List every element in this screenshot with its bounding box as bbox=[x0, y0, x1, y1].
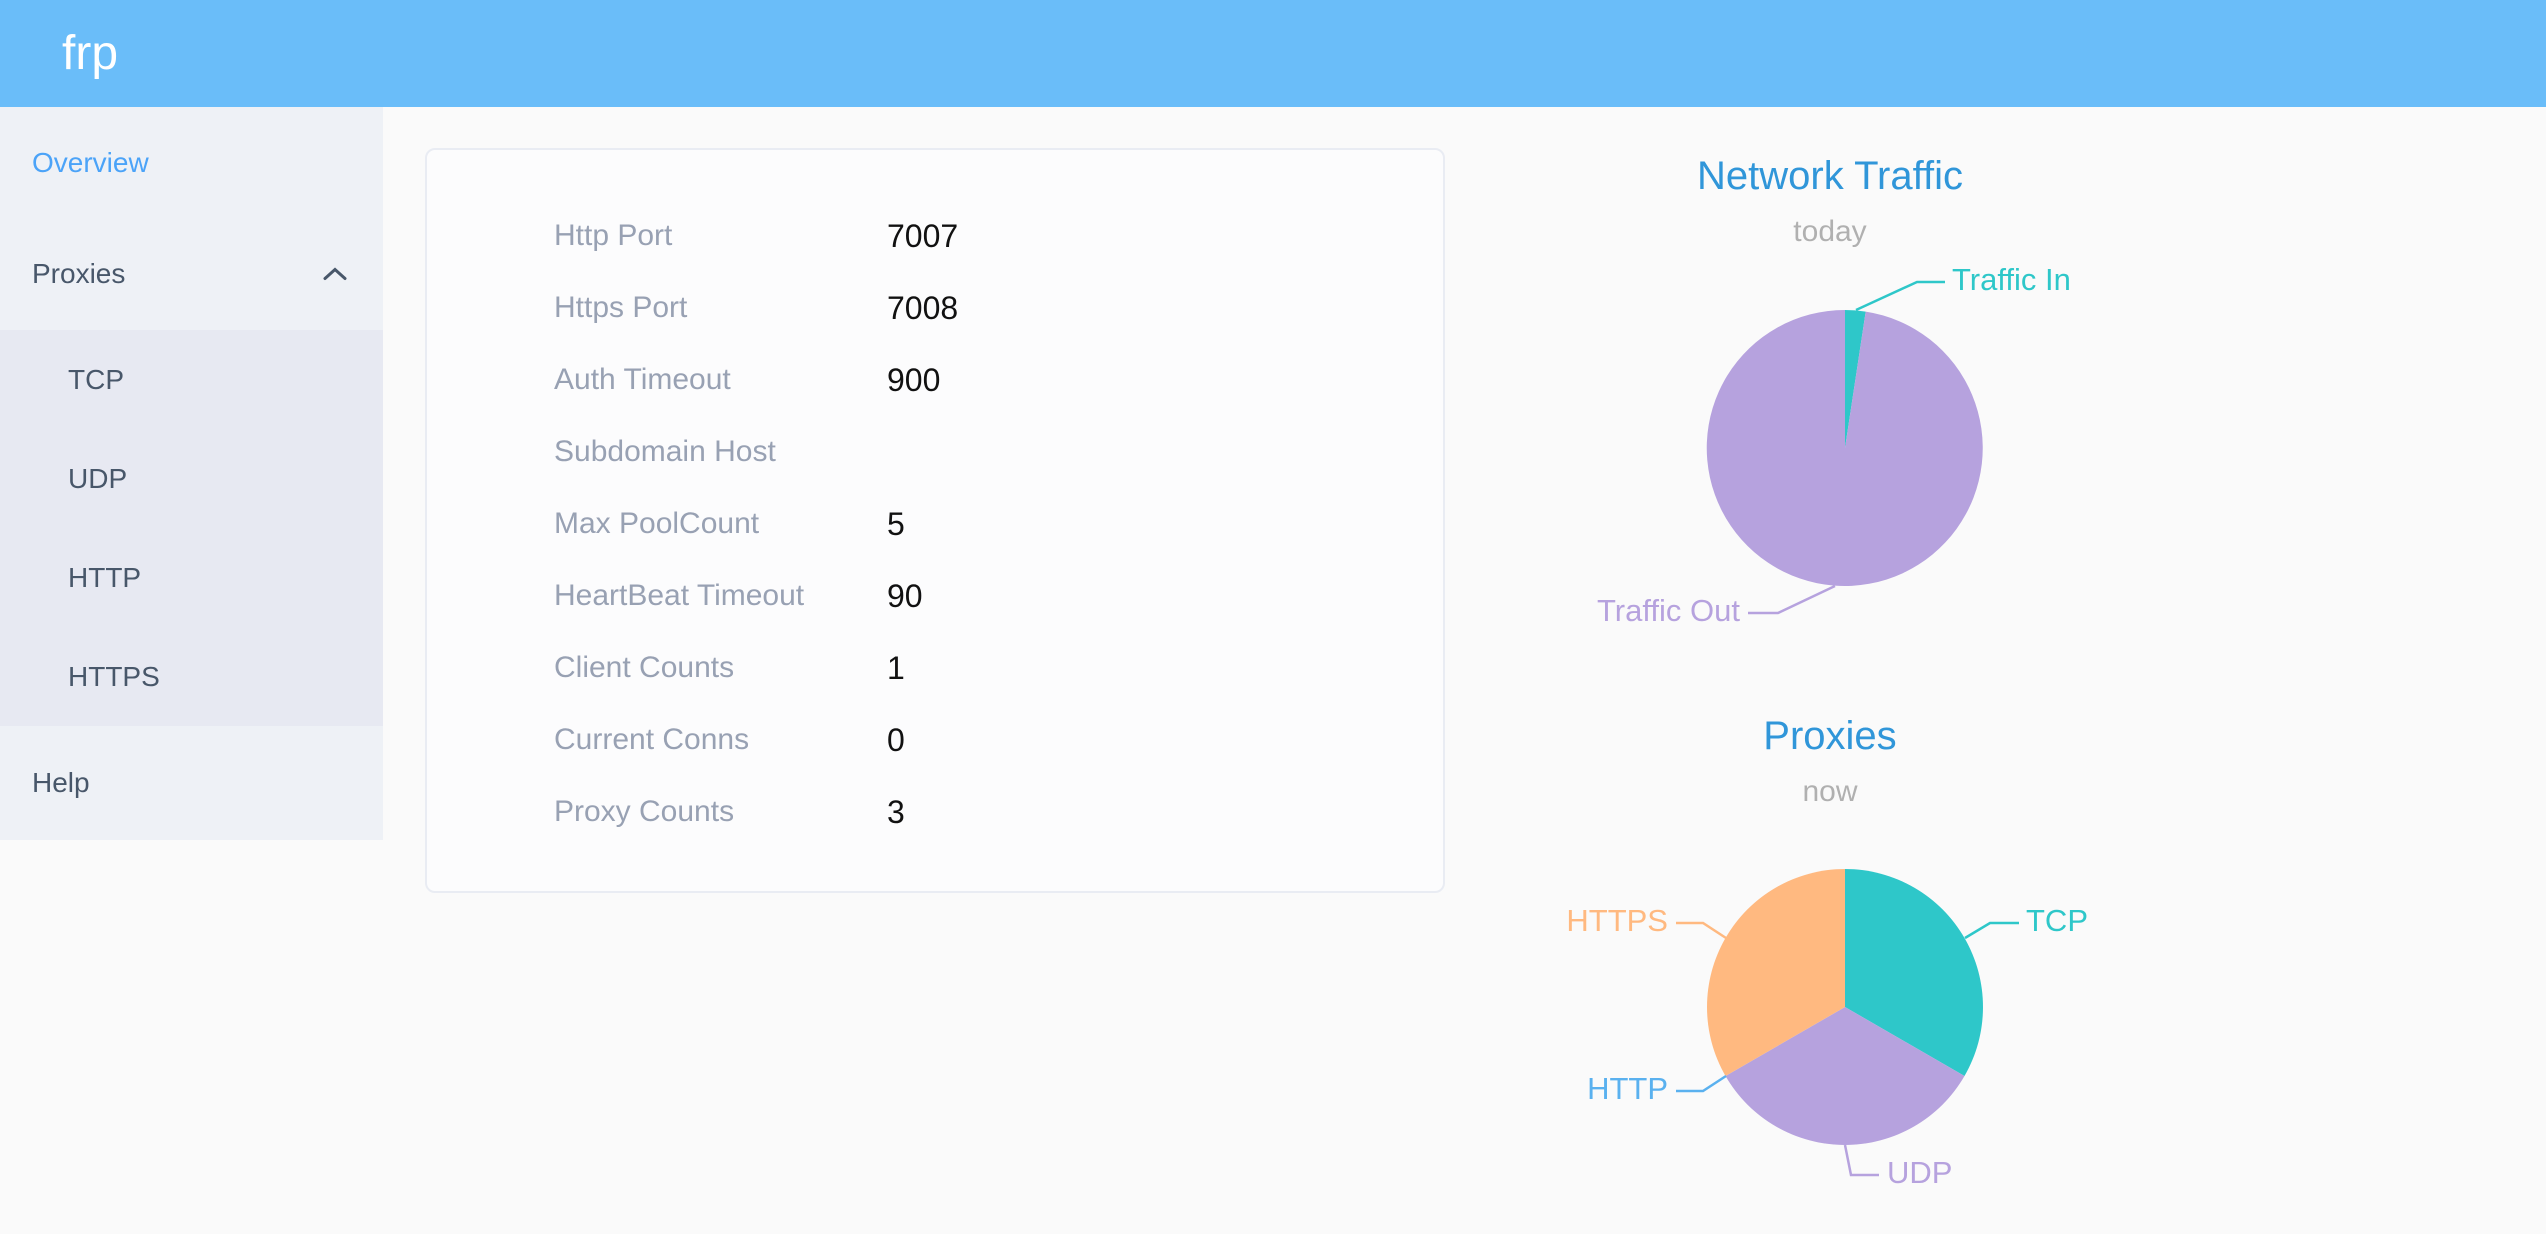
pie-label-leader bbox=[1964, 921, 2019, 940]
pie-label-leader bbox=[1855, 280, 1945, 312]
pie-label-leader bbox=[1843, 1144, 1879, 1177]
pie-slice-https[interactable] bbox=[1707, 869, 1845, 1076]
app-logo: frp bbox=[62, 27, 119, 80]
pie-label-tcp: TCP bbox=[2026, 903, 2088, 938]
chevron-up-icon bbox=[323, 267, 347, 281]
server-info-rows: Http Port 7007 Https Port 7008 Auth Timeout 9… bbox=[427, 150, 1443, 848]
info-row: HeartBeat Timeout 90 bbox=[427, 560, 1443, 632]
sidebar-item-proxies[interactable]: Proxies bbox=[0, 218, 383, 330]
pie-slice-traffic-in[interactable] bbox=[1845, 310, 1866, 448]
sidebar-item-udp[interactable]: UDP bbox=[68, 462, 128, 494]
network-traffic-pie[interactable]: Traffic In Traffic Out bbox=[1510, 140, 2150, 700]
sidebar-item-label: Overview bbox=[32, 146, 149, 178]
pie-label-traffic-in: Traffic In bbox=[1952, 262, 2071, 297]
sidebar-item-https[interactable]: HTTPS bbox=[68, 660, 160, 692]
sidebar: Overview Proxies TCP UDP HTTP HTTPS Help bbox=[0, 107, 383, 840]
sidebar-item-label: Proxies bbox=[32, 258, 126, 289]
pie-label-udp: UDP bbox=[1887, 1155, 1952, 1190]
info-row-label: HeartBeat Timeout bbox=[554, 579, 805, 612]
info-row-value: 3 bbox=[887, 793, 905, 830]
info-row-label: Https Port bbox=[554, 291, 688, 324]
sidebar-item-label: Help bbox=[32, 767, 90, 798]
app-header: frp bbox=[0, 0, 2546, 107]
info-row-value: 7007 bbox=[887, 217, 959, 254]
info-row-value: 90 bbox=[887, 577, 923, 614]
info-row-label: Current Conns bbox=[554, 723, 750, 756]
pie-slice-tcp[interactable] bbox=[1845, 869, 1983, 1076]
pie-label-leader bbox=[1676, 921, 1727, 940]
info-row-label: Http Port bbox=[554, 219, 673, 252]
chart-title: Network Traffic bbox=[1697, 154, 1963, 198]
info-row: Subdomain Host bbox=[427, 416, 1443, 488]
proxies-chart: Proxies now TCP UDP HTTP HTTPS bbox=[1510, 700, 2150, 1234]
info-row: Https Port 7008 bbox=[427, 272, 1443, 344]
info-row: Proxy Counts 3 bbox=[427, 776, 1443, 848]
pie-label-leader bbox=[1676, 1074, 1727, 1093]
pie-label-https: HTTPS bbox=[1566, 903, 1668, 938]
info-row-value: 0 bbox=[887, 721, 905, 758]
info-row-label: Client Counts bbox=[554, 651, 735, 684]
chart-title: Proxies bbox=[1763, 714, 1897, 758]
info-row-label: Max PoolCount bbox=[554, 507, 760, 540]
server-info-card: Http Port 7007 Https Port 7008 Auth Timeout 9… bbox=[425, 148, 1445, 893]
pie-label-leader bbox=[1748, 584, 1836, 615]
sidebar-item-help[interactable]: Help bbox=[0, 726, 383, 840]
info-row: Current Conns 0 bbox=[427, 704, 1443, 776]
sidebar-item-tcp[interactable]: TCP bbox=[68, 363, 124, 395]
info-row-label: Subdomain Host bbox=[554, 435, 776, 468]
sidebar-item-http[interactable]: HTTP bbox=[68, 561, 142, 593]
chart-subtitle: today bbox=[1793, 215, 1867, 248]
info-row-label: Auth Timeout bbox=[554, 363, 731, 396]
pie-slice-traffic-out[interactable] bbox=[1706, 309, 1983, 586]
sidebar-item-overview[interactable]: Overview bbox=[0, 107, 383, 218]
pie-label-traffic-out: Traffic Out bbox=[1597, 593, 1740, 628]
info-row-value: 7008 bbox=[887, 289, 959, 326]
info-row: Client Counts 1 bbox=[427, 632, 1443, 704]
info-row-label: Proxy Counts bbox=[554, 795, 735, 828]
pie-label-http: HTTP bbox=[1587, 1071, 1668, 1106]
info-row: Http Port 7007 bbox=[427, 200, 1443, 272]
info-row: Max PoolCount 5 bbox=[427, 488, 1443, 560]
network-traffic-chart: Network Traffic today Traffic In Traffic … bbox=[1510, 140, 2150, 700]
info-row-value: 900 bbox=[887, 361, 941, 398]
sidebar-submenu-proxies: TCP UDP HTTP HTTPS bbox=[0, 330, 383, 726]
proxies-pie[interactable]: TCP UDP HTTP HTTPS bbox=[1510, 700, 2150, 1234]
info-row: Auth Timeout 900 bbox=[427, 344, 1443, 416]
info-row-value: 1 bbox=[887, 649, 905, 686]
info-row-value: 5 bbox=[887, 505, 905, 542]
pie-slice-udp[interactable] bbox=[1725, 1007, 1965, 1145]
chart-subtitle: now bbox=[1802, 775, 1858, 808]
